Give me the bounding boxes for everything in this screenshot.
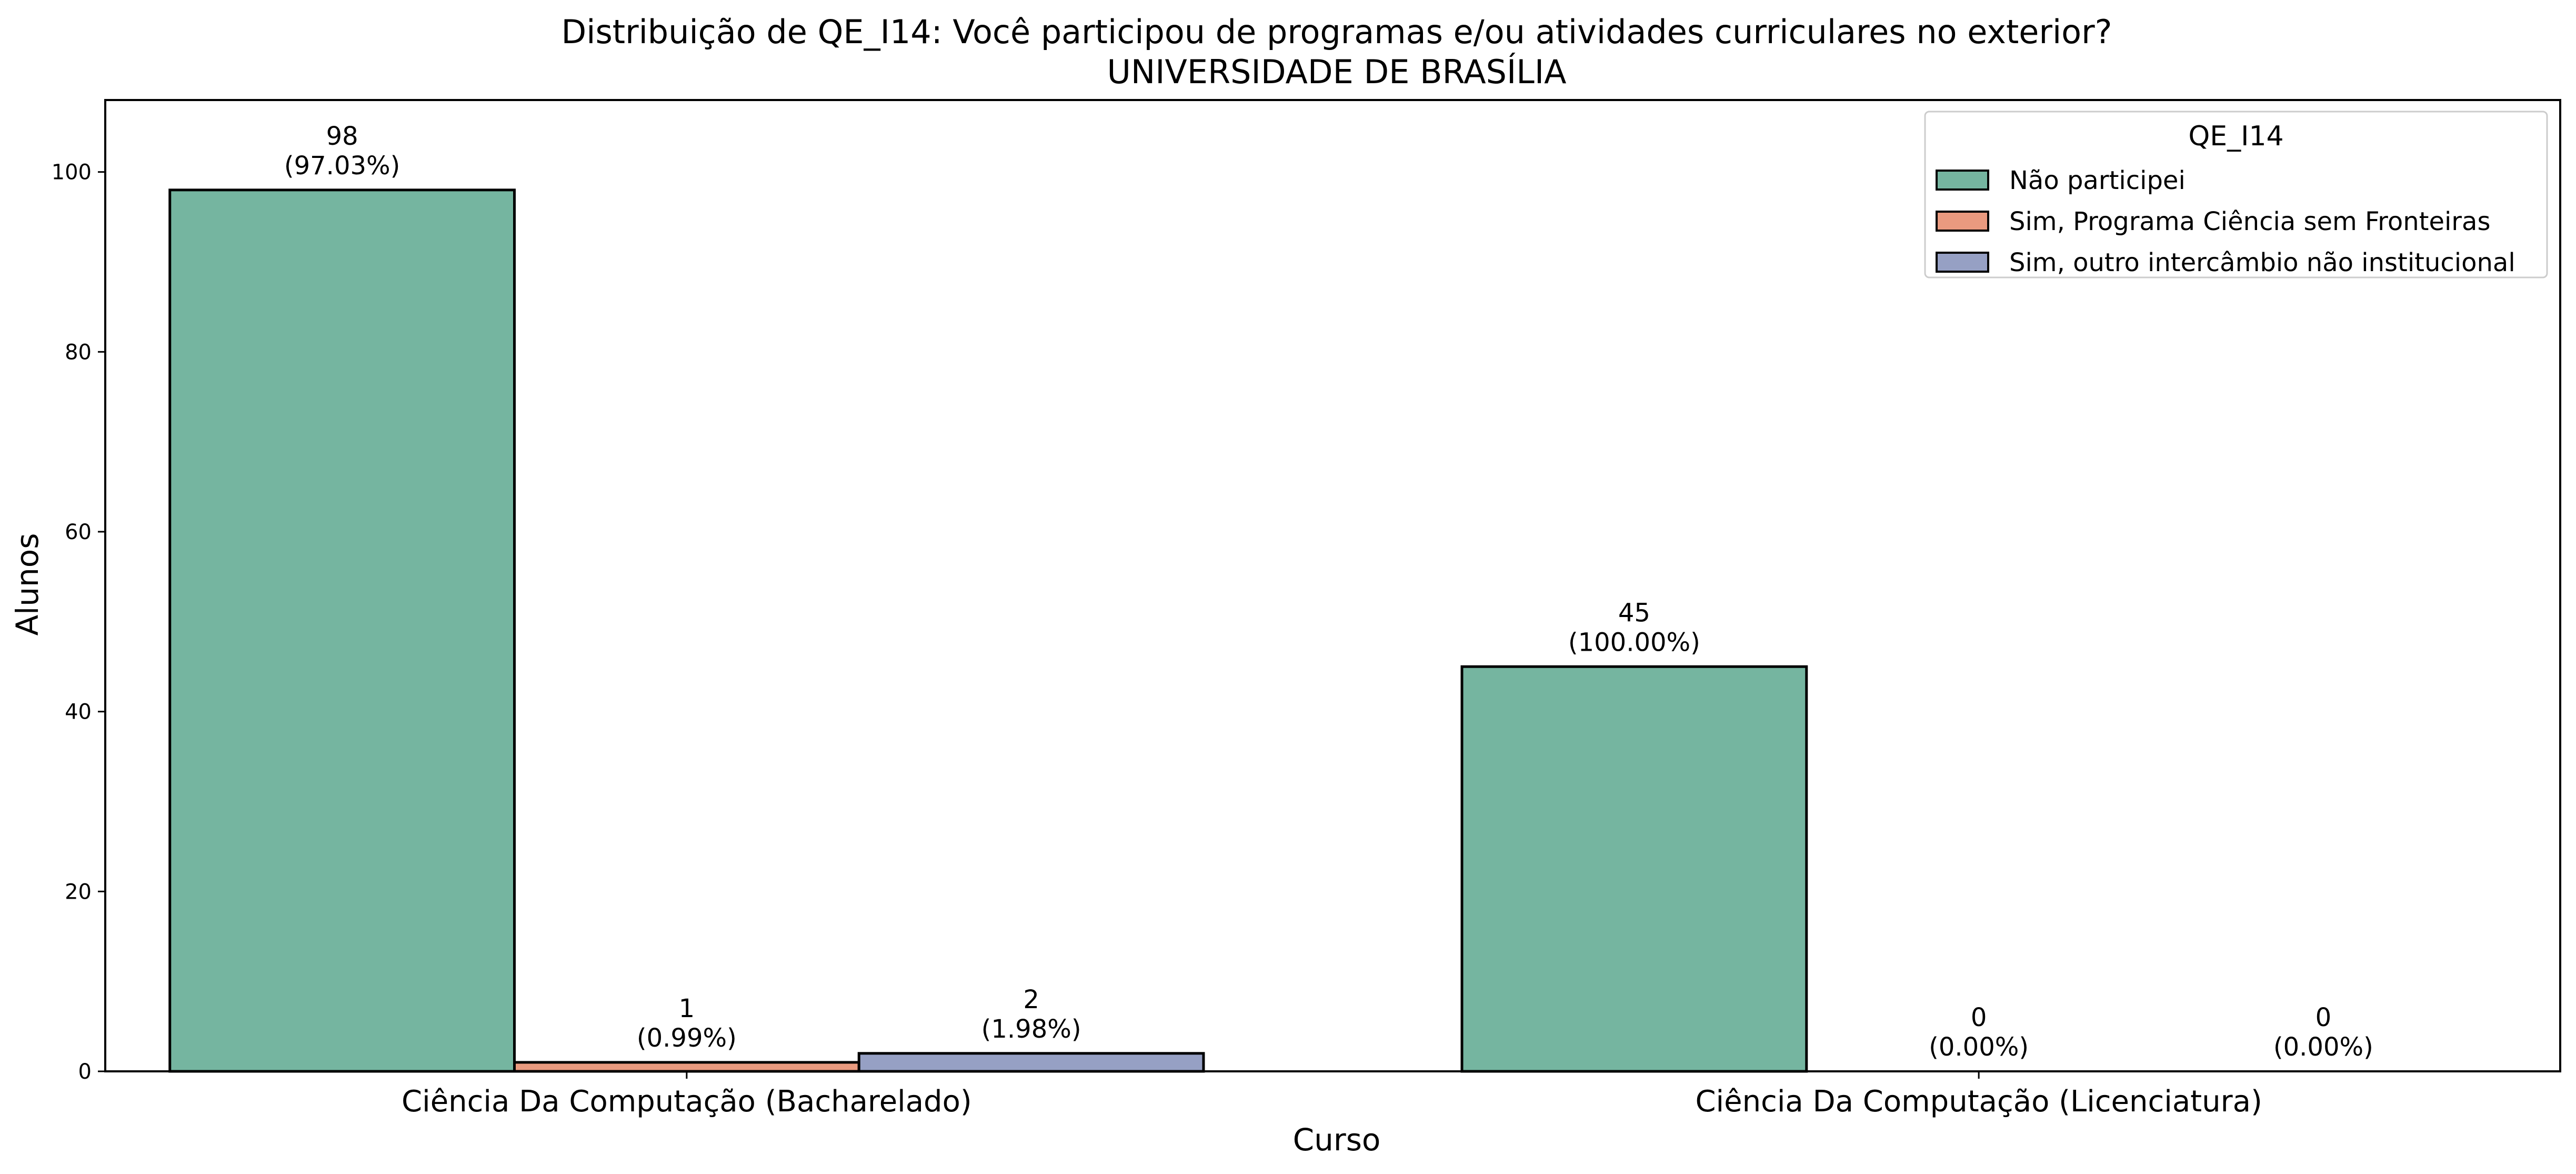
bar-value-label: 0	[2316, 1003, 2332, 1032]
bar-value-label: 2	[1023, 985, 1039, 1014]
plot-area: 98(97.03%)1(0.99%)2(1.98%)45(100.00%)0(0…	[168, 122, 2373, 1073]
y-tick-label: 20	[65, 880, 92, 904]
bar-percent-label: (0.00%)	[2273, 1032, 2373, 1062]
bar-percent-label: (0.99%)	[637, 1023, 737, 1053]
chart-subtitle: UNIVERSIDADE DE BRASÍLIA	[1107, 53, 1566, 91]
bar-percent-label: (97.03%)	[284, 151, 400, 181]
y-tick-label: 40	[65, 700, 92, 724]
y-axis: 0 20 40 60 80 100	[52, 161, 105, 1084]
y-tick-label: 80	[65, 340, 92, 364]
bar	[168, 188, 516, 1073]
bar-value-label: 98	[326, 122, 358, 151]
x-axis-label: Curso	[1293, 1122, 1381, 1158]
chart-title: Distribuição de QE_I14: Você participou …	[562, 13, 2112, 51]
legend-label: Sim, outro intercâmbio não institucional	[2009, 248, 2515, 277]
plot-frame	[104, 99, 2561, 1072]
bar-percent-label: (100.00%)	[1568, 628, 1700, 657]
x-tick-label: Ciência Da Computação (Bacharelado)	[402, 1085, 972, 1119]
legend-swatch	[1936, 252, 1989, 273]
legend-swatch	[1936, 211, 1989, 232]
legend-title: QE_I14	[2188, 121, 2283, 152]
legend-label: Sim, Programa Ciência sem Fronteiras	[2009, 207, 2490, 236]
legend-box	[1924, 111, 2548, 278]
legend-swatch	[1936, 170, 1989, 191]
bar	[1460, 665, 1808, 1073]
bar-value-label: 45	[1618, 598, 1650, 628]
y-tick-label: 60	[65, 520, 92, 544]
legend-label: Não participei	[2009, 166, 2186, 195]
x-axis: Ciência Da Computação (Bacharelado) Ciênc…	[402, 1071, 2262, 1119]
bar-value-label: 1	[679, 994, 695, 1023]
y-axis-label: Alunos	[9, 533, 45, 635]
bar-percent-label: (0.00%)	[1929, 1032, 2029, 1062]
bar	[513, 1061, 860, 1073]
y-tick-label: 100	[52, 161, 92, 185]
bar-value-label: 0	[1971, 1003, 1987, 1032]
y-tick-label: 0	[78, 1060, 92, 1084]
bar-percent-label: (1.98%)	[981, 1014, 1081, 1044]
bar	[857, 1052, 1205, 1073]
x-tick-label: Ciência Da Computação (Licenciatura)	[1695, 1085, 2262, 1119]
